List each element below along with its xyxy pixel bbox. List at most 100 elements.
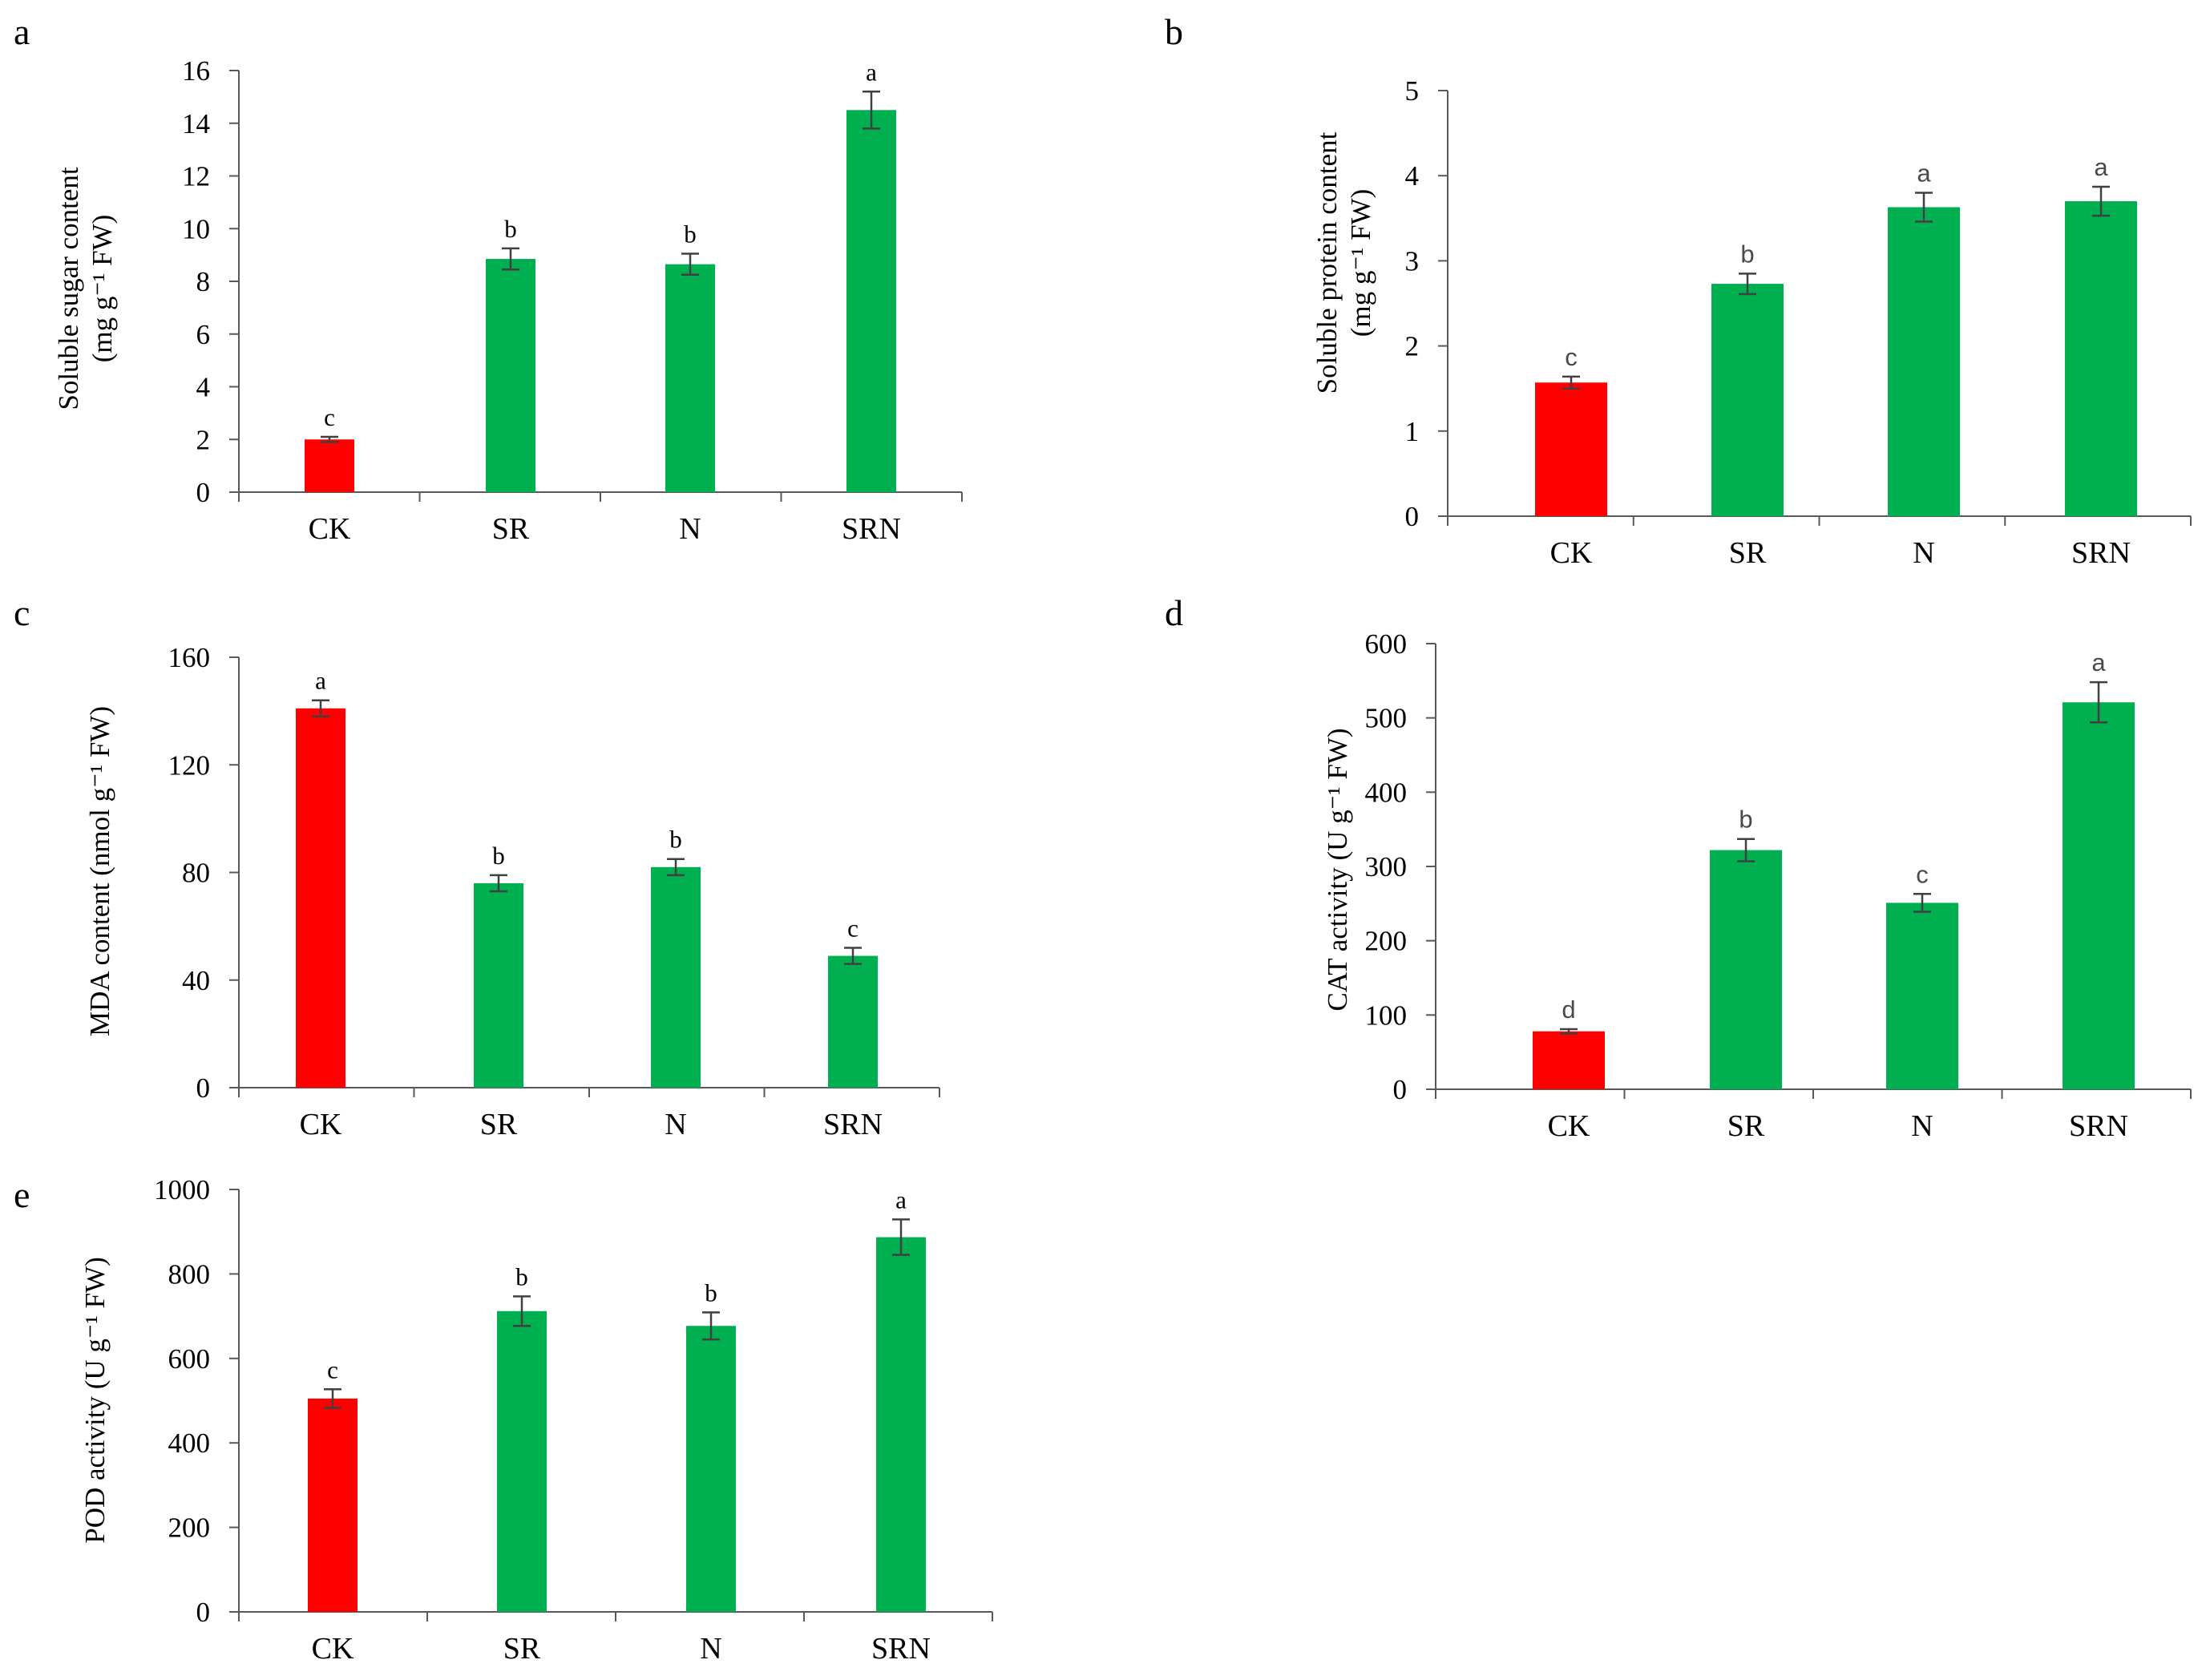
y-tick-label: 3 [1405,245,1420,277]
chart-panel-b: b 0 1 2 3 4 5 c CK b SR a Na SRN Soluble protein conte… [1165,11,2192,570]
y-tick-label: 1 [1405,416,1420,447]
error-bar-sr [513,1295,531,1327]
x-tick-label: CK [1548,1109,1590,1143]
x-tick-label: SRN [842,512,901,546]
y-axis-title: POD activity (U g⁻¹ FW) [79,1257,111,1544]
error-bar-ck [324,1388,341,1409]
bar-sr [486,259,535,492]
y-axis-title: (mg g⁻¹ FW) [87,215,118,363]
error-bar-ck [1560,1028,1578,1035]
bar-n [651,866,701,1088]
y-tick-label: 12 [182,161,210,192]
x-tick-label: N [665,1108,686,1141]
chart-panel-a: a 0 2 4 6 8 10 12 14 16 c CK b SR b Na SRN Soluble sugar … [14,11,963,546]
significance-letter: a [315,667,326,695]
significance-letter: b [669,826,682,854]
bar-srn [828,955,878,1088]
error-bar-n [1915,192,1933,223]
x-tick-label: N [700,1632,721,1666]
y-tick-label: 100 [1365,1000,1408,1031]
significance-letter: a [1917,159,1931,187]
significance-letter: b [504,215,517,243]
significance-letter: c [324,403,335,431]
significance-letter: c [1916,860,1929,888]
error-bar-srn [2090,680,2107,724]
x-tick-label: SR [480,1108,518,1141]
y-tick-label: 500 [1365,703,1408,734]
significance-letter: a [2094,153,2108,181]
y-tick-label: 80 [182,858,210,889]
x-tick-label: SRN [823,1108,883,1141]
bar-n [665,264,715,492]
y-tick-label: 5 [1405,75,1420,107]
panel-letter: d [1165,592,1183,633]
y-tick-label: 0 [1405,501,1420,532]
y-tick-label: 0 [196,477,211,508]
bar-ck [305,439,354,492]
error-bar-n [1913,893,1931,913]
y-axis-title: (mg g⁻¹ FW) [1345,189,1376,337]
y-tick-label: 400 [168,1428,211,1459]
bar-srn [2063,702,2135,1089]
significance-letter: c [327,1355,338,1383]
y-tick-label: 40 [182,965,210,996]
error-bar-ck [1562,375,1580,390]
y-axis-title: Soluble sugar content [53,167,84,410]
y-tick-label: 300 [1365,851,1408,882]
significance-letter: b [1740,240,1754,268]
chart-panel-e: e 0 200 400 600 800 1000 c CK b SR b Na SRN POD activi… [14,1174,993,1666]
bar-srn [846,110,896,492]
y-axis-title: Soluble protein content [1311,131,1343,394]
y-tick-label: 6 [196,319,211,350]
error-bar-srn [2092,185,2110,217]
x-tick-label: CK [312,1632,354,1666]
error-bar-ck [321,435,338,443]
bar-srn [2065,201,2137,516]
significance-letter: a [895,1185,907,1214]
significance-letter: a [866,58,877,86]
x-tick-label: N [1911,1109,1933,1143]
significance-letter: b [684,220,697,248]
bar-sr [497,1310,547,1612]
x-tick-label: SRN [2069,1109,2128,1143]
bar-n [1888,207,1960,516]
y-tick-label: 400 [1365,777,1408,808]
panel-letter: b [1165,11,1183,52]
x-tick-label: CK [300,1108,342,1141]
bar-ck [1535,382,1607,516]
significance-letter: b [492,842,505,870]
error-bar-sr [490,874,507,893]
y-tick-label: 0 [196,1597,211,1628]
y-tick-label: 160 [168,642,211,673]
y-tick-label: 14 [182,108,210,139]
x-tick-label: N [679,512,701,546]
y-tick-label: 1000 [154,1174,210,1205]
significance-letter: b [705,1278,717,1306]
y-axis-title: MDA content (nmol g⁻¹ FW) [84,706,115,1036]
significance-letter: b [1739,806,1752,834]
error-bar-srn [892,1218,910,1256]
significance-letter: d [1562,995,1575,1024]
error-bar-sr [1737,838,1755,862]
x-tick-label: SRN [871,1632,931,1666]
panel-letter: e [14,1174,30,1215]
significance-letter: b [515,1262,528,1290]
bar-sr [474,882,523,1088]
y-tick-label: 4 [1405,160,1420,192]
panel-letter: c [14,592,30,633]
significance-letter: a [2091,648,2106,676]
x-tick-label: SR [1729,536,1767,570]
y-tick-label: 10 [182,213,210,244]
bar-n [686,1326,736,1612]
y-tick-label: 2 [1405,331,1420,362]
x-tick-label: N [1913,536,1934,570]
chart-panel-c: c 0 40 80 120 160 a CK b SR b Nc SRN MDA content (nmo… [14,592,940,1141]
y-tick-label: 600 [1365,628,1408,660]
y-tick-label: 200 [168,1512,211,1544]
y-tick-label: 0 [1393,1074,1408,1105]
y-axis-title: CAT activity (U g⁻¹ FW) [1322,728,1353,1011]
bar-ck [296,708,345,1088]
y-tick-label: 800 [168,1258,211,1290]
y-tick-label: 0 [196,1072,211,1104]
